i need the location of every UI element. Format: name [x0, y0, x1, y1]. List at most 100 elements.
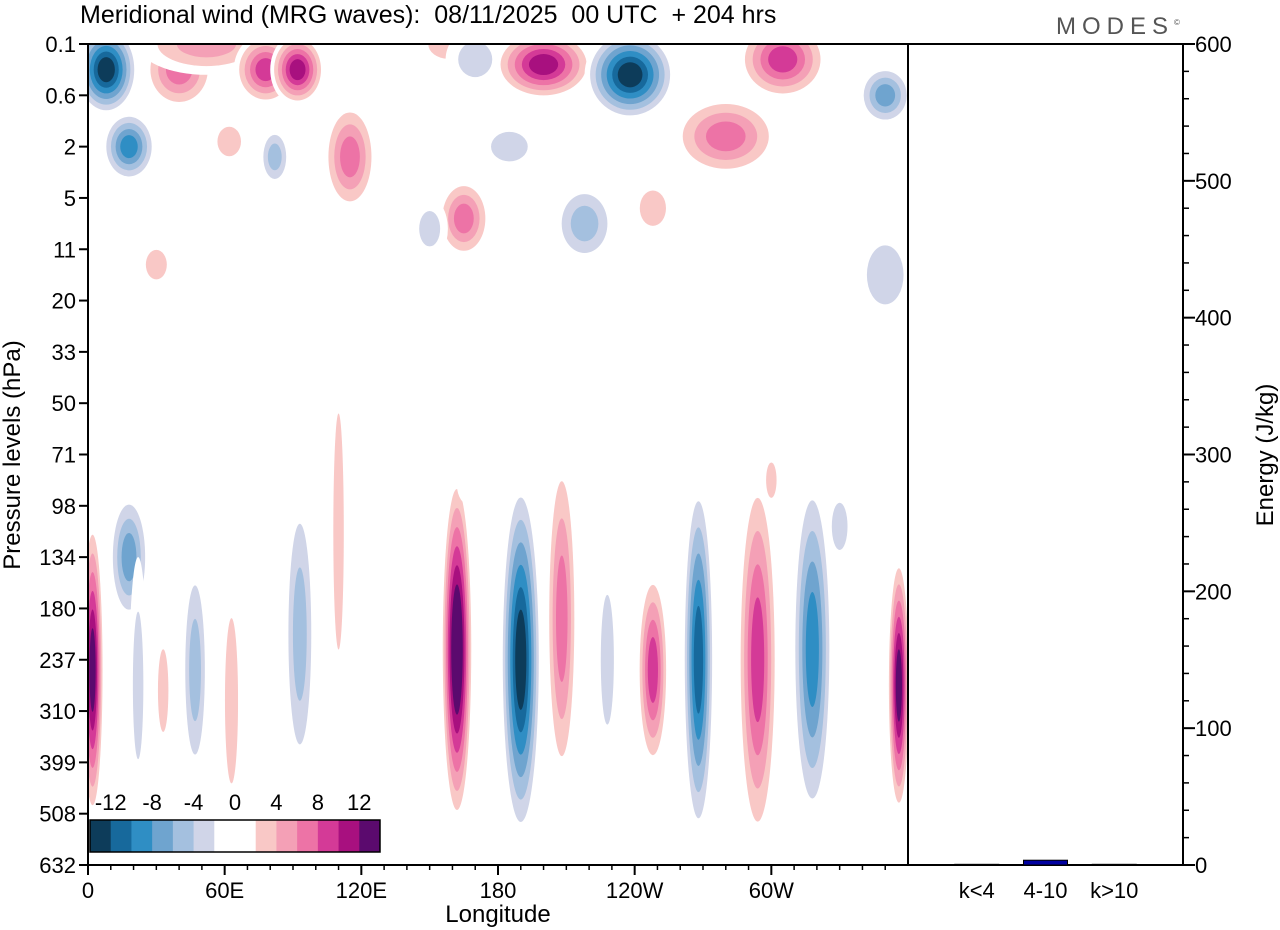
y-tick-label-1: 0.6 [45, 83, 76, 108]
energy-bar-1 [1023, 859, 1068, 866]
contour-cell-36-2 [600, 594, 614, 725]
contour-cell-20-2 [419, 211, 441, 247]
contour-cell-33-8 [452, 603, 462, 696]
contour-cell-43-1 [190, 403, 237, 465]
energy-tick-label-3: 300 [1195, 443, 1232, 468]
energy-axis-title: Energy (J/kg) [1252, 384, 1279, 527]
contour-cell-31-3 [292, 567, 307, 701]
x-tick-label-3: 180 [480, 878, 517, 903]
heatmap-contours [88, 44, 908, 865]
contour-cell-11-6 [528, 54, 559, 76]
contour-cell-6-2 [217, 126, 242, 157]
colorbar-swatch-2 [131, 820, 153, 852]
energy-bar-0 [954, 863, 1000, 866]
energy-bars: k<4 4-10 k>10 [954, 859, 1138, 903]
colorbar-label-5: 8 [312, 790, 324, 815]
y-tick-label-11: 180 [39, 596, 76, 621]
colorbar-swatch-3 [152, 820, 174, 852]
colorbar-swatch-13 [359, 820, 381, 852]
colorbar-swatch-10 [297, 820, 319, 852]
y-tick-label-8: 71 [52, 443, 76, 468]
contour-cell-40-5 [805, 592, 819, 707]
colorbar-swatch-4 [172, 820, 195, 852]
contour-cell-5-6 [289, 59, 306, 81]
colorbar-swatch-9 [276, 820, 298, 852]
colorbar-swatch-8 [255, 820, 277, 852]
contour-cell-12-7 [617, 62, 643, 88]
contour-cell-39-5 [751, 597, 765, 723]
y-tick-label-15: 508 [39, 802, 76, 827]
energy-tick-label-0: 0 [1195, 853, 1207, 878]
contour-cell-21-2 [145, 249, 167, 280]
contour-cell-46-2 [766, 462, 777, 498]
y-tick-label-0: 0.1 [45, 32, 76, 57]
x-tick-label-1: 60E [205, 878, 244, 903]
contour-cell-18-5 [768, 46, 798, 73]
energy-tick-label-1: 100 [1195, 716, 1232, 741]
contour-cell-26-4 [121, 532, 137, 582]
x-axis-title: Longitude [445, 901, 550, 928]
modes-logo: MODES© [1056, 8, 1180, 42]
contour-cell-45-1 [794, 377, 840, 429]
colorbar-swatch-7 [235, 820, 257, 852]
colorbar-label-2: -4 [184, 790, 204, 815]
contour-cell-24-1 [641, 254, 697, 306]
energy-axis: 0 100 200 300 400 500 600 [1183, 32, 1232, 878]
contour-cell-30-2 [224, 618, 239, 784]
y-tick-label-10: 134 [39, 545, 76, 570]
contour-cell-48-1 [409, 813, 428, 865]
x-tick-label-4: 120W [606, 878, 664, 903]
contour-cell-17-4 [705, 121, 746, 152]
colorbar-swatch-5 [193, 820, 215, 852]
x-tick-label-0: 0 [82, 878, 94, 903]
colorbar-label-6: 12 [347, 790, 371, 815]
contour-cell-25-7 [89, 628, 96, 712]
y-tick-label-4: 11 [53, 237, 76, 262]
contour-cell-35-4 [555, 555, 568, 682]
energy-tick-label-5: 500 [1195, 169, 1232, 194]
x-axis: 0 60E 120E 180 120W 60W [82, 865, 886, 903]
contour-cell-32-2 [333, 413, 344, 650]
energy-category-2: k>10 [1090, 878, 1138, 903]
contour-cell-23-1 [545, 269, 610, 332]
contour-cell-1-5 [120, 135, 138, 159]
energy-category-0: k<4 [959, 878, 995, 903]
logo-text: MODES [1056, 13, 1175, 40]
x-tick-label-5: 60W [749, 878, 794, 903]
y-tick-label-6: 33 [52, 340, 76, 365]
contour-cell-22-2 [866, 245, 904, 305]
contour-cell-37-5 [647, 637, 658, 703]
energy-tick-label-6: 600 [1195, 32, 1232, 57]
y-tick-label-5: 20 [52, 289, 76, 314]
y-tick-label-2: 2 [64, 135, 76, 160]
colorbar: -12 -8 -4 0 4 8 12 [89, 790, 381, 853]
energy-category-1: 4-10 [1023, 878, 1067, 903]
y-tick-label-12: 237 [39, 648, 76, 673]
y-tick-label-14: 399 [39, 750, 76, 775]
contour-cell-15-3 [570, 205, 599, 242]
contour-cell-19-4 [875, 84, 896, 107]
contour-cell-38-6 [693, 605, 704, 714]
y-axis-title: Pressure levels (hPa) [0, 340, 26, 569]
contour-cell-16-2 [639, 190, 666, 226]
contour-cell-28-2 [157, 649, 169, 732]
colorbar-label-0: -12 [95, 790, 127, 815]
logo-mark: © [1174, 18, 1180, 27]
y-tick-label-9: 98 [52, 494, 76, 519]
x-tick-label-2: 120E [336, 878, 387, 903]
contour-cell-27-2 [132, 611, 144, 760]
contour-cell-14-4 [453, 203, 474, 234]
contour-cell-7-3 [267, 143, 282, 171]
colorbar-label-3: 0 [229, 790, 241, 815]
contour-cell-29-3 [189, 618, 201, 722]
y-axis: 0.1 0.6 2 5 11 20 33 50 71 98 134 180 237 310 399 508 63… [39, 32, 88, 878]
colorbar-frame [89, 819, 381, 853]
contour-cell-42-7 [895, 649, 902, 722]
colorbar-swatch-6 [214, 820, 236, 852]
energy-frame [907, 43, 1184, 866]
contour-cell-13-2 [491, 131, 528, 162]
y-tick-label-16: 632 [39, 853, 76, 878]
energy-tick-label-2: 200 [1195, 579, 1232, 604]
colorbar-swatch-11 [317, 820, 340, 852]
